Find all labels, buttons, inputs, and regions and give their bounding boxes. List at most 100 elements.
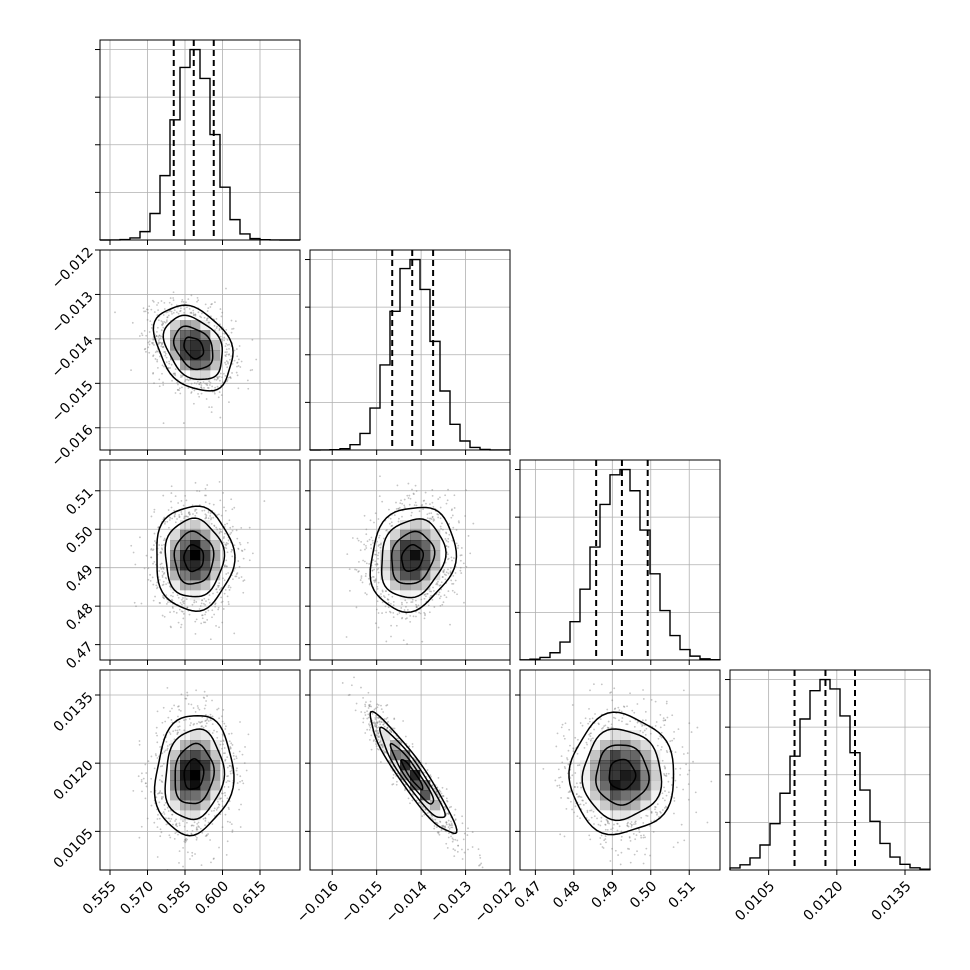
density-cell bbox=[200, 580, 211, 591]
scatter-point bbox=[443, 594, 446, 597]
scatter-point bbox=[211, 609, 214, 612]
scatter-point bbox=[442, 601, 445, 604]
scatter-point bbox=[596, 817, 598, 820]
scatter-point bbox=[206, 310, 209, 312]
density-cell bbox=[610, 770, 621, 781]
scatter-point bbox=[437, 498, 440, 500]
scatter-point bbox=[412, 615, 415, 618]
scatter-point bbox=[162, 596, 164, 599]
scatter-point bbox=[236, 374, 239, 377]
scatter-point bbox=[174, 729, 177, 732]
scatter-point bbox=[606, 820, 609, 823]
scatter-point bbox=[186, 851, 189, 854]
scatter-point bbox=[560, 797, 562, 799]
scatter-point bbox=[210, 315, 212, 318]
scatter-point bbox=[620, 851, 623, 854]
scatter-point bbox=[138, 836, 141, 839]
scatter-point bbox=[210, 303, 213, 306]
scatter-point bbox=[660, 736, 663, 739]
scatter-point bbox=[175, 311, 178, 314]
scatter-point bbox=[211, 699, 213, 702]
scatter-point bbox=[213, 524, 216, 527]
scatter-point bbox=[171, 595, 174, 598]
scatter-point bbox=[438, 789, 441, 792]
scatter-point bbox=[152, 548, 155, 551]
scatter-point bbox=[155, 584, 158, 587]
scatter-point bbox=[187, 515, 189, 518]
density-cell bbox=[170, 340, 181, 351]
scatter-point bbox=[445, 532, 448, 535]
scatter-point bbox=[231, 508, 234, 511]
scatter-point bbox=[223, 506, 225, 509]
scatter-point bbox=[663, 786, 665, 789]
density-cell bbox=[380, 550, 391, 561]
scatter-point bbox=[364, 711, 366, 714]
scatter-point bbox=[659, 810, 661, 813]
scatter-point bbox=[609, 860, 612, 862]
scatter-point bbox=[196, 822, 199, 825]
scatter-point bbox=[665, 702, 668, 705]
scatter-point bbox=[239, 775, 242, 778]
scatter-point bbox=[360, 575, 363, 577]
scatter-point bbox=[410, 511, 413, 514]
scatter-point bbox=[198, 490, 201, 493]
density-cell bbox=[650, 760, 661, 771]
scatter-point bbox=[571, 704, 574, 706]
density-cell bbox=[180, 750, 191, 761]
scatter-point bbox=[168, 743, 171, 746]
density-cell bbox=[590, 760, 601, 771]
scatter-point bbox=[135, 605, 137, 608]
scatter-point bbox=[372, 722, 375, 725]
scatter-point bbox=[224, 725, 227, 728]
scatter-point bbox=[217, 584, 219, 587]
scatter-point bbox=[155, 350, 158, 353]
scatter-point bbox=[437, 832, 440, 835]
scatter-point bbox=[222, 752, 225, 755]
scatter-point bbox=[440, 527, 442, 530]
scatter-point bbox=[431, 598, 434, 601]
scatter-point bbox=[644, 853, 646, 856]
scatter-point bbox=[185, 515, 188, 518]
scatter-point bbox=[238, 577, 240, 579]
scatter-point bbox=[451, 824, 454, 827]
scatter-point bbox=[158, 601, 161, 604]
scatter-point bbox=[411, 601, 414, 603]
scatter-point bbox=[453, 814, 456, 816]
scatter-point bbox=[159, 835, 162, 838]
scatter-point bbox=[183, 719, 185, 722]
scatter-point bbox=[441, 795, 444, 797]
scatter-point bbox=[157, 309, 159, 312]
scatter-point bbox=[153, 767, 156, 770]
scatter-point bbox=[354, 709, 357, 712]
scatter-point bbox=[222, 743, 224, 746]
scatter-point bbox=[150, 308, 153, 311]
scatter-point bbox=[429, 774, 432, 777]
scatter-point bbox=[374, 512, 377, 515]
scatter-point bbox=[214, 602, 217, 605]
scatter-point bbox=[421, 640, 424, 643]
scatter-point bbox=[438, 591, 441, 594]
scatter-point bbox=[218, 328, 221, 330]
scatter-point bbox=[372, 542, 375, 544]
scatter-point bbox=[374, 553, 376, 556]
scatter-panel-1-0 bbox=[95, 249, 301, 455]
scatter-point bbox=[204, 382, 207, 385]
scatter-point bbox=[183, 600, 185, 603]
scatter-point bbox=[395, 507, 398, 510]
scatter-point bbox=[414, 501, 417, 504]
scatter-point bbox=[607, 727, 610, 729]
density-cell bbox=[400, 560, 411, 571]
scatter-point bbox=[219, 528, 222, 531]
scatter-point bbox=[179, 709, 182, 712]
scatter-point bbox=[391, 783, 394, 786]
scatter-point bbox=[390, 730, 393, 733]
scatter-point bbox=[439, 496, 441, 499]
scatter-point bbox=[418, 611, 420, 614]
scatter-point bbox=[378, 534, 381, 537]
density-cell bbox=[420, 540, 431, 551]
scatter-point bbox=[605, 841, 607, 844]
density-cell bbox=[390, 580, 401, 591]
scatter-point bbox=[199, 721, 202, 724]
scatter-point bbox=[182, 422, 185, 424]
scatter-point bbox=[633, 853, 636, 856]
